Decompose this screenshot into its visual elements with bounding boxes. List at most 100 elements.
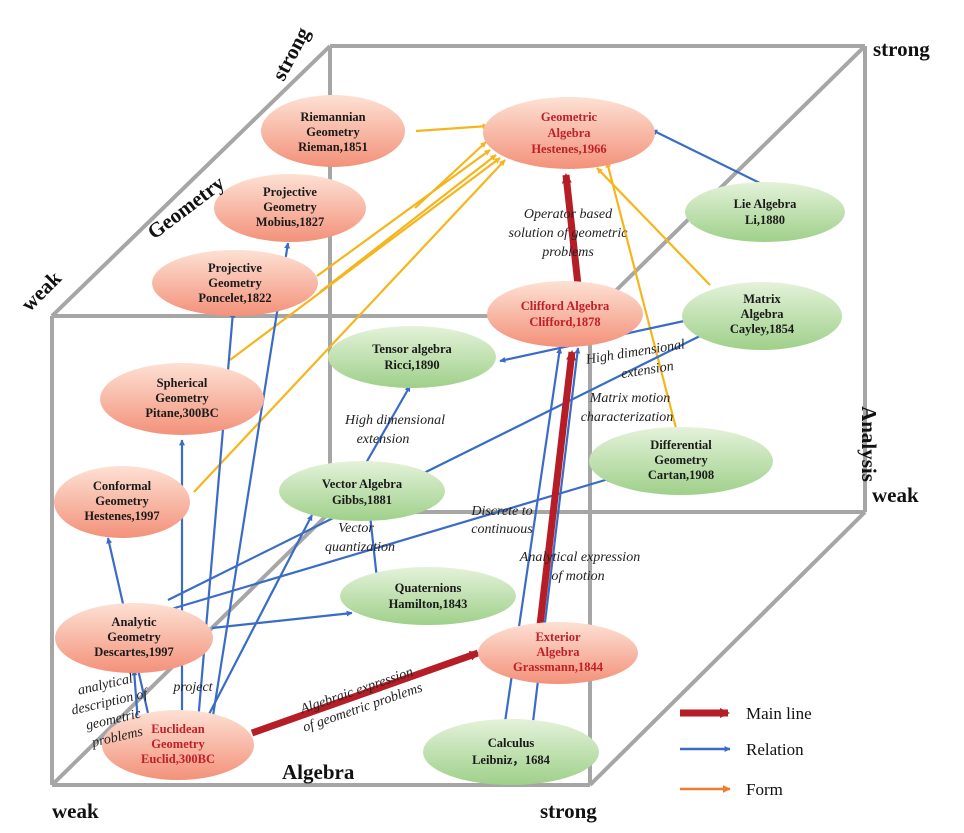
label-project: project — [172, 680, 213, 695]
label-vector-q-1: Vector — [338, 521, 374, 536]
node-exterior-algebra: Exterior Algebra Grassmann,1844 — [478, 622, 638, 684]
axis-analysis-title: Analysis — [857, 406, 881, 482]
node-conformal-geometry: Conformal Geometry Hestenes,1997 — [54, 466, 190, 538]
node-tensor-line2: Ricci,1890 — [384, 358, 439, 372]
node-projective-poncelet: Projective Geometry Poncelet,1822 — [152, 250, 318, 316]
label-high-dim-left-2: extension — [357, 432, 410, 447]
node-spherical-line2: Geometry — [155, 391, 209, 405]
node-proj-p-line3: Poncelet,1822 — [198, 291, 271, 305]
label-operator-3: problems — [541, 245, 594, 260]
rel-arrow-euclid-analytic — [131, 669, 140, 724]
node-spherical-geometry: Spherical Geometry Pitane,300BC — [100, 363, 264, 435]
rel-arrow-vector-tensor — [361, 385, 411, 471]
node-calculus: Calculus Leibniz，1684 — [423, 719, 599, 785]
form-arrow-conformal-ga — [193, 159, 506, 493]
node-proj-m-line2: Geometry — [263, 200, 317, 214]
node-clifford-line1: Clifford Algebra — [521, 299, 610, 313]
node-analytic-geometry: Analytic Geometry Descartes,1997 — [55, 603, 213, 673]
rel-arrow-analytic-matrix — [167, 329, 713, 601]
node-matrix-algebra: Matrix Algebra Cayley,1854 — [682, 282, 842, 350]
node-euclidean-geometry: Euclidean Geometry Euclid,300BC — [102, 710, 254, 780]
node-proj-p-line1: Projective — [208, 261, 262, 275]
node-lie-line1: Lie Algebra — [734, 197, 798, 211]
label-operator-2: solution of geometric — [509, 226, 629, 241]
node-lie-line2: Li,1880 — [745, 213, 785, 227]
main-arrows — [250, 173, 582, 737]
node-differential-geometry: Differential Geometry Cartan,1908 — [589, 427, 773, 495]
form-arrow-matrix-ga — [596, 167, 711, 286]
node-euclid-line2: Geometry — [151, 737, 205, 751]
form-arrow-diffgeo-ga — [605, 161, 679, 433]
axis-algebra-strong: strong — [540, 799, 597, 823]
node-vector-line1: Vector Algebra — [322, 477, 403, 491]
node-riemann-line1: Riemannian — [300, 110, 365, 124]
form-arrow-riemann-ga — [415, 123, 489, 133]
node-diffgeo-line3: Cartan,1908 — [648, 468, 714, 482]
legend-form-label: Form — [746, 780, 783, 799]
form-arrow-poncelet2-ga — [319, 154, 497, 293]
node-quaternion-line1: Quaternions — [395, 581, 462, 595]
rel-arrow-analytic-quaternion — [211, 610, 353, 630]
node-diffgeo-line2: Geometry — [654, 453, 708, 467]
node-vector-line2: Gibbs,1881 — [332, 493, 392, 507]
main-arrow-exterior-clifford — [536, 350, 577, 626]
node-tensor-algebra: Tensor algebra Ricci,1890 — [328, 326, 496, 388]
node-riemann-line3: Rieman,1851 — [298, 140, 368, 154]
node-calculus-line1: Calculus — [488, 736, 535, 750]
axis-analysis-strong: strong — [873, 37, 930, 61]
node-analytic-line2: Geometry — [107, 630, 161, 644]
node-ga-line1: Geometric — [541, 110, 598, 124]
node-proj-p-line2: Geometry — [208, 276, 262, 290]
node-proj-m-line3: Mobius,1827 — [256, 215, 324, 229]
label-matrix-motion-2: characterization — [581, 410, 674, 425]
node-matrix-line1: Matrix — [743, 292, 781, 306]
node-exterior-line2: Algebra — [536, 645, 580, 659]
node-riemann: Riemannian Geometry Rieman,1851 — [261, 95, 405, 167]
axis-geometry-strong: strong — [267, 23, 315, 85]
node-lie-algebra: Lie Algebra Li,1880 — [685, 182, 845, 242]
label-matrix-motion-1: Matrix motion — [589, 391, 671, 406]
node-ga-line2: Algebra — [547, 126, 591, 140]
node-tensor-line1: Tensor algebra — [372, 342, 452, 356]
node-quaternions: Quaternions Hamilton,1843 — [340, 567, 516, 625]
label-analytical-motion-1: Analytical expression — [519, 550, 640, 565]
label-operator-1: Operator based — [524, 207, 613, 222]
node-spherical-line3: Pitane,300BC — [145, 406, 218, 420]
node-analytic-line3: Descartes,1997 — [94, 645, 174, 659]
node-matrix-line3: Cayley,1854 — [730, 322, 795, 336]
node-exterior-line3: Grassmann,1844 — [513, 660, 604, 674]
legend-relation-label: Relation — [746, 740, 804, 759]
axis-algebra-title: Algebra — [282, 760, 355, 784]
label-discrete-1: Discrete to — [470, 504, 532, 519]
main-arrow-clifford-ga — [561, 173, 582, 286]
axis-analysis-weak: weak — [872, 483, 919, 507]
node-euclid-line3: Euclid,300BC — [141, 752, 215, 766]
node-diffgeo-line1: Differential — [650, 438, 712, 452]
legend: Main line Relation Form — [680, 704, 812, 799]
label-vector-q-2: quantization — [325, 540, 395, 555]
node-analytic-line1: Analytic — [111, 615, 157, 629]
node-spherical-line1: Spherical — [157, 376, 208, 390]
legend-main-label: Main line — [746, 704, 812, 723]
node-exterior-line1: Exterior — [535, 630, 581, 644]
node-projective-mobius: Projective Geometry Mobius,1827 — [214, 174, 366, 242]
node-vector-algebra: Vector Algebra Gibbs,1881 — [279, 461, 445, 521]
node-conformal-line2: Geometry — [95, 494, 149, 508]
rel-arrow-euclid-mobius — [210, 242, 291, 723]
node-matrix-line2: Algebra — [740, 307, 784, 321]
node-proj-m-line1: Projective — [263, 185, 317, 199]
label-discrete-2: continuous — [471, 522, 533, 537]
cube-edge-tr — [588, 44, 867, 318]
form-arrow-poncelet-ga — [316, 149, 491, 277]
node-calculus-line2: Leibniz，1684 — [472, 753, 551, 767]
rel-arrow-lie-ga — [651, 129, 771, 189]
node-euclid-line1: Euclidean — [151, 722, 205, 736]
node-clifford-line2: Clifford,1878 — [529, 315, 600, 329]
label-analytical-motion-2: of motion — [551, 569, 604, 584]
axis-algebra-weak: weak — [52, 799, 99, 823]
rel-arrow-euclid-vector — [204, 514, 313, 723]
node-geometric-algebra: Geometric Algebra Hestenes,1966 — [483, 97, 655, 169]
cube-edge-br — [588, 510, 867, 787]
main-arrow-euclid-exterior — [250, 649, 480, 737]
